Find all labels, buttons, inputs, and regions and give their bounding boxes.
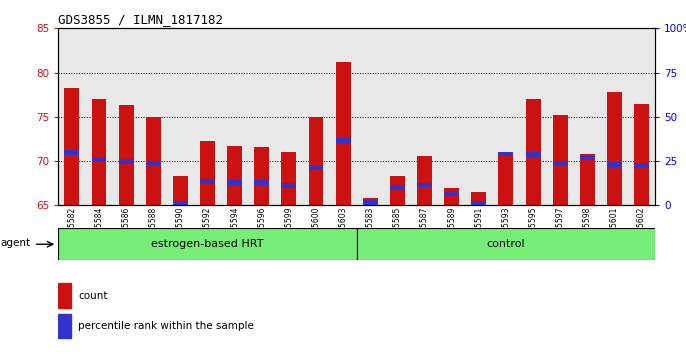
Bar [91,99,106,205]
Bar [573,28,601,205]
Bar [390,176,405,205]
Bar [357,28,384,205]
Bar [281,183,296,188]
Bar [64,87,80,205]
Bar [167,28,194,205]
Bar [607,92,622,205]
Bar [384,28,411,205]
Bar [499,154,513,205]
Bar [255,147,269,205]
Bar [173,201,188,206]
Bar [519,28,547,205]
Bar [146,161,161,166]
Bar [119,105,134,205]
Text: percentile rank within the sample: percentile rank within the sample [78,321,254,331]
Bar [580,154,595,205]
Bar [335,138,351,143]
Bar [525,153,541,157]
Bar [417,156,432,205]
Bar [634,103,649,205]
Bar [390,185,405,190]
Bar [200,141,215,205]
Bar [281,152,296,205]
Bar [471,201,486,206]
Bar [471,192,486,205]
Bar [438,28,465,205]
Bar [553,115,567,205]
Bar [58,284,71,308]
Bar [357,228,655,260]
Text: estrogen-based HRT: estrogen-based HRT [152,239,263,249]
Bar [227,180,242,185]
Bar [113,28,140,205]
Bar [580,155,595,160]
Text: count: count [78,291,108,301]
Bar [607,162,622,167]
Bar [119,159,134,164]
Bar [411,28,438,205]
Bar [499,152,513,156]
Bar [64,150,80,155]
Bar [91,157,106,162]
Bar [445,188,459,205]
Bar [58,28,86,205]
Bar [255,180,269,185]
Bar [329,28,357,205]
Bar [628,28,655,205]
Bar [58,228,357,260]
Bar [634,163,649,168]
Bar [200,179,215,184]
Text: agent: agent [0,238,30,248]
Bar [275,28,303,205]
Bar [194,28,221,205]
Bar [146,117,161,205]
Bar [553,161,567,166]
Bar [525,99,541,205]
Bar [309,117,324,205]
Bar [303,28,329,205]
Text: control: control [486,239,525,249]
Text: GDS3855 / ILMN_1817182: GDS3855 / ILMN_1817182 [58,13,224,26]
Bar [309,165,324,170]
Bar [465,28,493,205]
Bar [445,192,459,196]
Bar [248,28,275,205]
Bar [86,28,113,205]
Bar [58,314,71,338]
Bar [417,183,432,187]
Bar [335,62,351,205]
Bar [547,28,573,205]
Bar [363,198,378,205]
Bar [363,200,378,205]
Bar [140,28,167,205]
Bar [221,28,248,205]
Bar [601,28,628,205]
Bar [173,176,188,205]
Bar [227,146,242,205]
Bar [493,28,519,205]
